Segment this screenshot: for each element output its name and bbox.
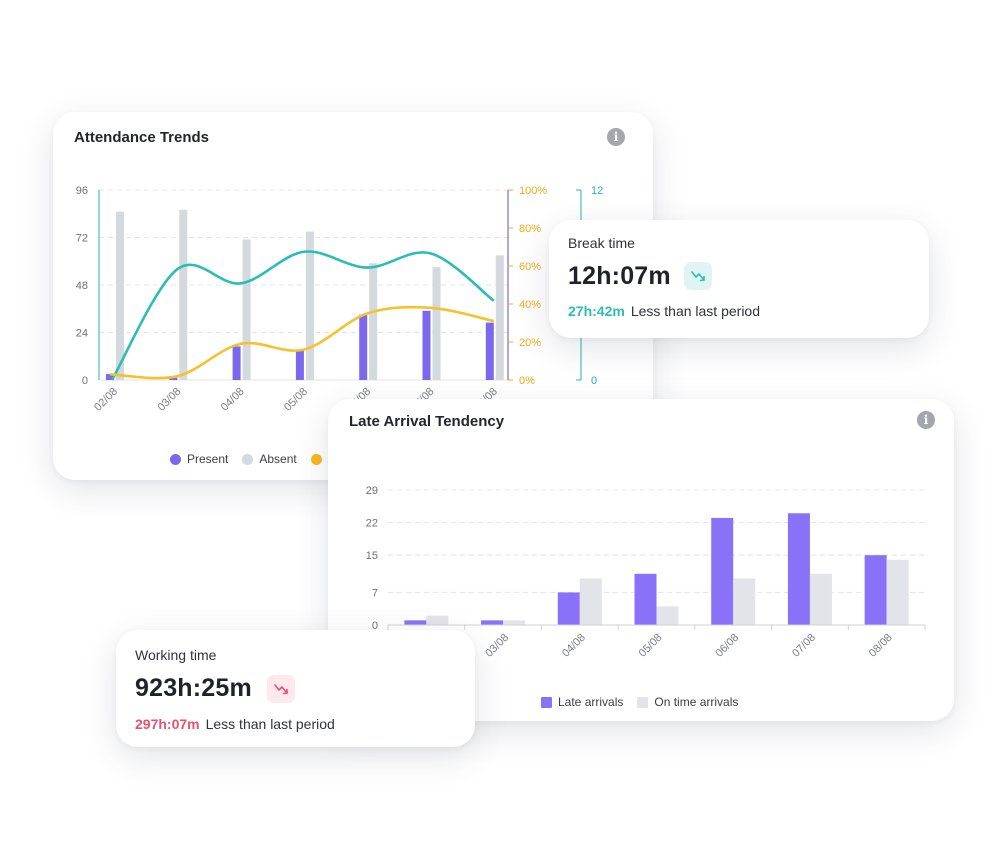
working-time-value: 923h:25m <box>135 674 252 702</box>
x-tick-label: 04/08 <box>219 386 247 414</box>
x-tick-label: 08/08 <box>867 632 895 660</box>
trend-down-icon <box>684 262 712 290</box>
legend-item-late-arrivals[interactable]: Late arrivals <box>541 695 623 709</box>
working-time-card: Working time 923h:25m 297h:07m Less than … <box>116 630 475 747</box>
y-tick-label: 0 <box>372 620 378 632</box>
legend-label: Late arrivals <box>558 695 624 709</box>
percent-tick-label: 100% <box>519 185 547 197</box>
teal-series-line <box>110 250 495 381</box>
legend-item-on-time-arrivals[interactable]: On time arrivals <box>637 695 738 709</box>
x-tick-label: 07/08 <box>790 632 818 660</box>
y-tick-label: 15 <box>366 550 378 562</box>
legend-swatch <box>637 696 649 708</box>
break-time-value: 12h:07m <box>568 262 671 290</box>
a-series-line <box>109 305 495 380</box>
legend-swatch <box>242 453 254 465</box>
break-time-delta-text: Less than last period <box>630 303 761 319</box>
y-tick-label: 24 <box>76 328 88 340</box>
legend-swatch <box>541 696 552 708</box>
right-tick-label: 0 <box>591 375 597 387</box>
late-arrivals-bar <box>864 555 887 625</box>
present-bar <box>485 322 494 380</box>
on-time-arrivals-bar <box>656 606 679 625</box>
on-time-arrivals-bar <box>503 620 526 625</box>
y-tick-label: 7 <box>372 587 378 599</box>
late-arrivals-bar <box>634 573 657 625</box>
x-tick-label: 05/08 <box>637 632 665 660</box>
absent-bar <box>179 209 188 380</box>
present-bar <box>232 346 241 380</box>
late-arrivals-bar <box>711 517 734 625</box>
on-time-arrivals-bar <box>809 573 832 625</box>
percent-tick-label: 60% <box>519 261 541 273</box>
absent-bar <box>242 239 251 380</box>
percent-tick-label: 40% <box>519 299 541 311</box>
present-bar <box>359 314 368 380</box>
present-bar <box>295 350 304 380</box>
absent-bar <box>305 231 314 380</box>
y-tick-label: 96 <box>76 185 88 197</box>
absent-bar <box>116 211 124 380</box>
working-time-delta-text: Less than last period <box>205 716 335 732</box>
x-tick-label: 02/08 <box>92 386 120 414</box>
y-tick-label: 22 <box>366 518 378 530</box>
late-arrivals-bar <box>787 513 810 625</box>
y-tick-label: 0 <box>82 375 88 387</box>
legend-swatch <box>170 453 181 465</box>
legend-item-absent[interactable]: Absent <box>242 452 297 466</box>
break-time-delta: 27h:42m Less than last period <box>568 303 760 319</box>
late-arrivals-bar <box>404 620 427 625</box>
legend-swatch <box>310 453 322 465</box>
x-tick-label: 04/08 <box>560 632 588 660</box>
present-bar <box>106 374 114 380</box>
absent-bar <box>369 263 378 380</box>
attendance-card-title: Attendance Trends <box>74 129 210 146</box>
on-time-arrivals-bar <box>426 615 449 625</box>
legend-label: Present <box>187 452 229 466</box>
late-card-title: Late Arrival Tendency <box>349 413 505 430</box>
on-time-arrivals-bar <box>733 578 756 625</box>
late-arrivals-bar <box>557 592 580 625</box>
working-time-label: Working time <box>135 647 217 663</box>
absent-bar <box>495 255 504 380</box>
y-tick-label: 72 <box>76 233 88 245</box>
info-icon[interactable]: i <box>607 128 625 146</box>
percent-tick-label: 20% <box>519 337 541 349</box>
percent-tick-label: 80% <box>519 223 541 235</box>
absent-bar <box>432 267 441 380</box>
y-tick-label: 29 <box>366 485 378 497</box>
legend-label: On time arrivals <box>654 695 739 709</box>
late-legend: Late arrivals On time arrivals <box>541 695 738 709</box>
break-time-card: Break time 12h:07m 27h:42m Less than last… <box>549 220 929 338</box>
right-tick-label: 12 <box>591 185 603 197</box>
x-tick-label: 05/08 <box>282 386 310 414</box>
late-arrivals-bar <box>481 620 504 625</box>
x-tick-label: 06/08 <box>713 632 741 660</box>
x-tick-label: 03/08 <box>483 632 511 660</box>
trend-down-icon <box>267 675 295 703</box>
late-arrival-card: Late Arrival Tendency i 0715222902/0803/… <box>328 399 954 721</box>
attendance-legend: Present Absent A <box>170 452 336 466</box>
x-tick-label: 03/08 <box>155 386 183 414</box>
break-time-label: Break time <box>568 235 635 251</box>
working-time-delta: 297h:07m Less than last period <box>135 716 335 732</box>
y-tick-label: 48 <box>76 280 88 292</box>
break-time-delta-value: 27h:42m <box>568 303 625 319</box>
on-time-arrivals-bar <box>886 559 909 625</box>
on-time-arrivals-bar <box>579 578 602 625</box>
late-arrival-chart: 0715222902/0803/0804/0805/0806/0807/0808… <box>366 485 926 660</box>
legend-item-present[interactable]: Present <box>170 452 228 466</box>
working-time-delta-value: 297h:07m <box>135 716 200 732</box>
legend-label: Absent <box>259 452 297 466</box>
info-icon[interactable]: i <box>917 411 935 429</box>
percent-tick-label: 0% <box>519 375 535 387</box>
present-bar <box>422 310 431 380</box>
